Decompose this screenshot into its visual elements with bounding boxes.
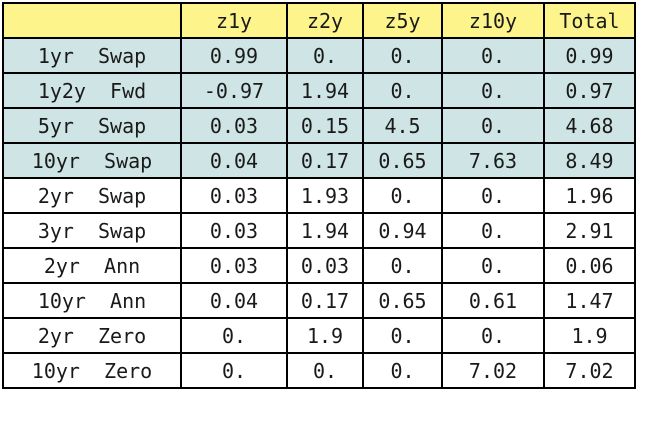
cell-z10y: 7.63 xyxy=(441,142,545,179)
table-row: 2yr Swap 0.03 1.93 0. 0. 1.96 xyxy=(2,177,636,214)
table-row: 3yr Swap 0.03 1.94 0.94 0. 2.91 xyxy=(2,212,636,249)
header-cell-corner xyxy=(2,2,182,39)
row-label: 2yr Zero xyxy=(2,317,182,354)
cell-z2y: 0.17 xyxy=(286,142,364,179)
cell-z5y: 0.65 xyxy=(362,282,443,319)
cell-z2y: 1.94 xyxy=(286,72,364,109)
cell-total: 0.99 xyxy=(543,37,636,74)
cell-z10y: 0. xyxy=(441,37,545,74)
row-label: 2yr Swap xyxy=(2,177,182,214)
cell-z2y: 0. xyxy=(286,37,364,74)
cell-z2y: 1.93 xyxy=(286,177,364,214)
cell-z5y: 0. xyxy=(362,317,443,354)
cell-z1y: 0.99 xyxy=(180,37,288,74)
table-row: 1y2y Fwd -0.97 1.94 0. 0. 0.97 xyxy=(2,72,636,109)
cell-z10y: 0. xyxy=(441,107,545,144)
cell-total: 8.49 xyxy=(543,142,636,179)
cell-z10y: 0. xyxy=(441,247,545,284)
row-label: 1yr Swap xyxy=(2,37,182,74)
cell-z5y: 0. xyxy=(362,37,443,74)
cell-total: 4.68 xyxy=(543,107,636,144)
row-label: 10yr Ann xyxy=(2,282,182,319)
header-cell-z5y: z5y xyxy=(362,2,443,39)
cell-z2y: 0.03 xyxy=(286,247,364,284)
cell-z2y: 0.17 xyxy=(286,282,364,319)
header-row: z1y z2y z5y z10y Total xyxy=(2,2,636,39)
cell-z5y: 0. xyxy=(362,177,443,214)
row-label: 3yr Swap xyxy=(2,212,182,249)
cell-z10y: 0. xyxy=(441,72,545,109)
cell-z2y: 0.15 xyxy=(286,107,364,144)
table-row: 2yr Ann 0.03 0.03 0. 0. 0.06 xyxy=(2,247,636,284)
cell-z10y: 0.61 xyxy=(441,282,545,319)
row-label: 5yr Swap xyxy=(2,107,182,144)
cell-total: 1.96 xyxy=(543,177,636,214)
cell-total: 1.47 xyxy=(543,282,636,319)
cell-z5y: 4.5 xyxy=(362,107,443,144)
cell-z10y: 0. xyxy=(441,177,545,214)
cell-z5y: 0.94 xyxy=(362,212,443,249)
cell-z10y: 0. xyxy=(441,212,545,249)
cell-z5y: 0. xyxy=(362,247,443,284)
table-row: 10yr Ann 0.04 0.17 0.65 0.61 1.47 xyxy=(2,282,636,319)
table-row: 5yr Swap 0.03 0.15 4.5 0. 4.68 xyxy=(2,107,636,144)
header-cell-total: Total xyxy=(543,2,636,39)
cell-z2y: 0. xyxy=(286,352,364,389)
table-row: 1yr Swap 0.99 0. 0. 0. 0.99 xyxy=(2,37,636,74)
cell-z5y: 0.65 xyxy=(362,142,443,179)
header-cell-z2y: z2y xyxy=(286,2,364,39)
table-row: 10yr Swap 0.04 0.17 0.65 7.63 8.49 xyxy=(2,142,636,179)
cell-z5y: 0. xyxy=(362,72,443,109)
cell-z1y: 0.03 xyxy=(180,247,288,284)
cell-total: 1.9 xyxy=(543,317,636,354)
cell-z1y: 0.04 xyxy=(180,282,288,319)
cell-total: 7.02 xyxy=(543,352,636,389)
row-label: 10yr Zero xyxy=(2,352,182,389)
cell-z1y: 0. xyxy=(180,317,288,354)
row-label: 1y2y Fwd xyxy=(2,72,182,109)
cell-z2y: 1.94 xyxy=(286,212,364,249)
header-cell-z10y: z10y xyxy=(441,2,545,39)
cell-z10y: 7.02 xyxy=(441,352,545,389)
cell-z1y: 0. xyxy=(180,352,288,389)
header-cell-z1y: z1y xyxy=(180,2,288,39)
row-label: 2yr Ann xyxy=(2,247,182,284)
table-row: 10yr Zero 0. 0. 0. 7.02 7.02 xyxy=(2,352,636,389)
cell-z5y: 0. xyxy=(362,352,443,389)
cell-total: 0.97 xyxy=(543,72,636,109)
cell-z2y: 1.9 xyxy=(286,317,364,354)
cell-z1y: 0.03 xyxy=(180,177,288,214)
row-label: 10yr Swap xyxy=(2,142,182,179)
risk-table: z1y z2y z5y z10y Total 1yr Swap 0.99 0. 0. 0… xyxy=(2,2,636,389)
cell-z10y: 0. xyxy=(441,317,545,354)
cell-total: 0.06 xyxy=(543,247,636,284)
cell-z1y: 0.04 xyxy=(180,142,288,179)
cell-z1y: 0.03 xyxy=(180,107,288,144)
cell-z1y: 0.03 xyxy=(180,212,288,249)
cell-total: 2.91 xyxy=(543,212,636,249)
cell-z1y: -0.97 xyxy=(180,72,288,109)
table-row: 2yr Zero 0. 1.9 0. 0. 1.9 xyxy=(2,317,636,354)
